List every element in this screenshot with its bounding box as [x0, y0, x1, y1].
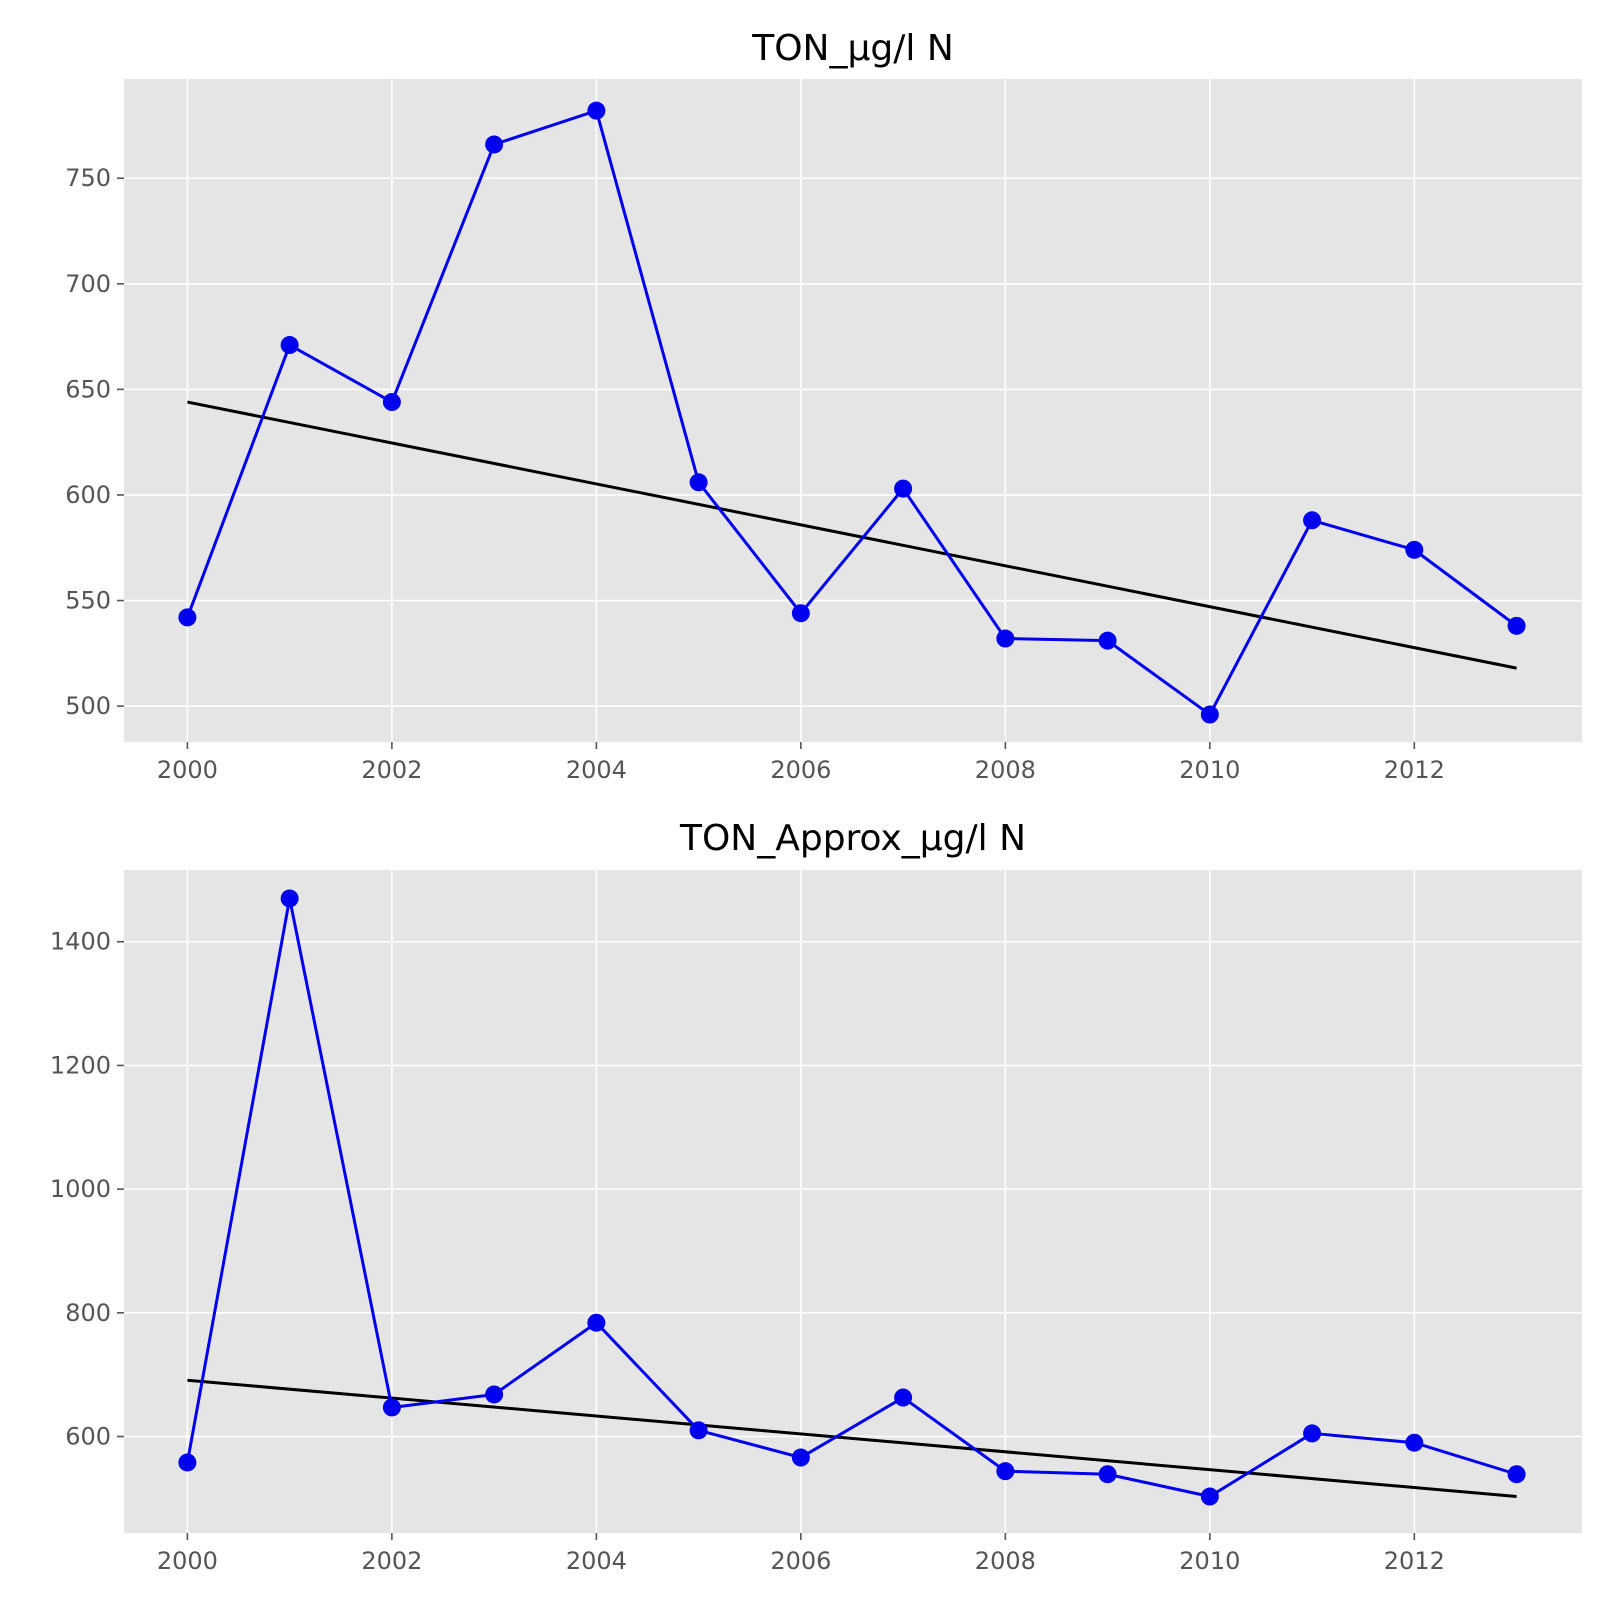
- data-point: [587, 1313, 606, 1332]
- y-tick-label: 1400: [50, 928, 111, 956]
- y-tick-label: 750: [65, 164, 111, 192]
- data-point: [1507, 616, 1526, 635]
- data-series: [178, 889, 1526, 1506]
- data-point: [689, 1421, 708, 1440]
- y-tick-label: 1200: [50, 1051, 111, 1079]
- data-point: [1405, 540, 1424, 559]
- data-point: [587, 101, 606, 120]
- series-line: [185, 109, 1518, 717]
- data-point: [280, 336, 299, 355]
- y-tick-label: 1000: [50, 1175, 111, 1203]
- data-point: [996, 629, 1015, 648]
- y-tick-label: 650: [65, 375, 111, 403]
- trend-line-path: [187, 1378, 1517, 1499]
- data-point: [178, 608, 197, 627]
- plot-area: [124, 870, 1582, 1533]
- y-tick-label: 700: [65, 270, 111, 298]
- trend-line: [187, 400, 1517, 670]
- data-series: [178, 101, 1526, 724]
- series-line: [185, 896, 1518, 1499]
- chart-ton: 2000 2002 2004 2006 2008 2010 2012 500 550 600 650…: [65, 28, 1582, 784]
- data-point: [996, 1462, 1015, 1481]
- y-tick-label: 550: [65, 587, 111, 615]
- x-tick-label: 2000: [157, 1547, 218, 1575]
- x-tick-label: 2010: [1179, 1547, 1240, 1575]
- x-tick-label: 2002: [361, 1547, 422, 1575]
- y-tick-label: 800: [65, 1299, 111, 1327]
- data-point: [382, 1398, 401, 1417]
- data-point: [485, 135, 504, 154]
- data-point: [1098, 631, 1117, 650]
- x-tick-label: 2008: [975, 1547, 1036, 1575]
- chart-title: TON_Approx_µg/l N: [679, 818, 1026, 859]
- data-point: [178, 1453, 197, 1472]
- x-tick-label: 2006: [770, 756, 831, 784]
- x-tick-label: 2012: [1384, 756, 1445, 784]
- trend-line: [187, 1378, 1517, 1499]
- data-point: [689, 473, 708, 492]
- x-tick-label: 2004: [566, 756, 627, 784]
- data-point: [1303, 511, 1322, 530]
- x-tick-label: 2012: [1384, 1547, 1445, 1575]
- data-point: [1098, 1465, 1117, 1484]
- data-point: [791, 604, 810, 623]
- y-tick-label: 600: [65, 1423, 111, 1451]
- axes: 2000 2002 2004 2006 2008 2010 2012 600 800 1000 12…: [50, 928, 1445, 1575]
- y-tick-label: 500: [65, 692, 111, 720]
- data-point: [894, 479, 913, 498]
- data-point: [1303, 1424, 1322, 1443]
- chart-title: TON_µg/l N: [751, 28, 954, 69]
- data-point: [382, 393, 401, 412]
- grid: [124, 870, 1582, 1533]
- data-point: [1200, 705, 1219, 724]
- data-point: [791, 1448, 810, 1467]
- x-tick-label: 2002: [361, 756, 422, 784]
- axes: 2000 2002 2004 2006 2008 2010 2012 500 550 600 650…: [65, 164, 1445, 784]
- data-point: [894, 1388, 913, 1407]
- x-tick-label: 2004: [566, 1547, 627, 1575]
- data-point: [1200, 1487, 1219, 1506]
- trend-line-path: [187, 400, 1517, 670]
- x-tick-label: 2008: [975, 756, 1036, 784]
- x-tick-label: 2000: [157, 756, 218, 784]
- data-point: [1405, 1433, 1424, 1452]
- data-point: [485, 1385, 504, 1404]
- x-tick-label: 2010: [1179, 756, 1240, 784]
- x-tick-label: 2006: [770, 1547, 831, 1575]
- chart-ton-approx: 2000 2002 2004 2006 2008 2010 2012 600 800 1000 12…: [50, 818, 1582, 1575]
- y-tick-label: 600: [65, 481, 111, 509]
- data-point: [1507, 1465, 1526, 1484]
- data-point: [280, 889, 299, 908]
